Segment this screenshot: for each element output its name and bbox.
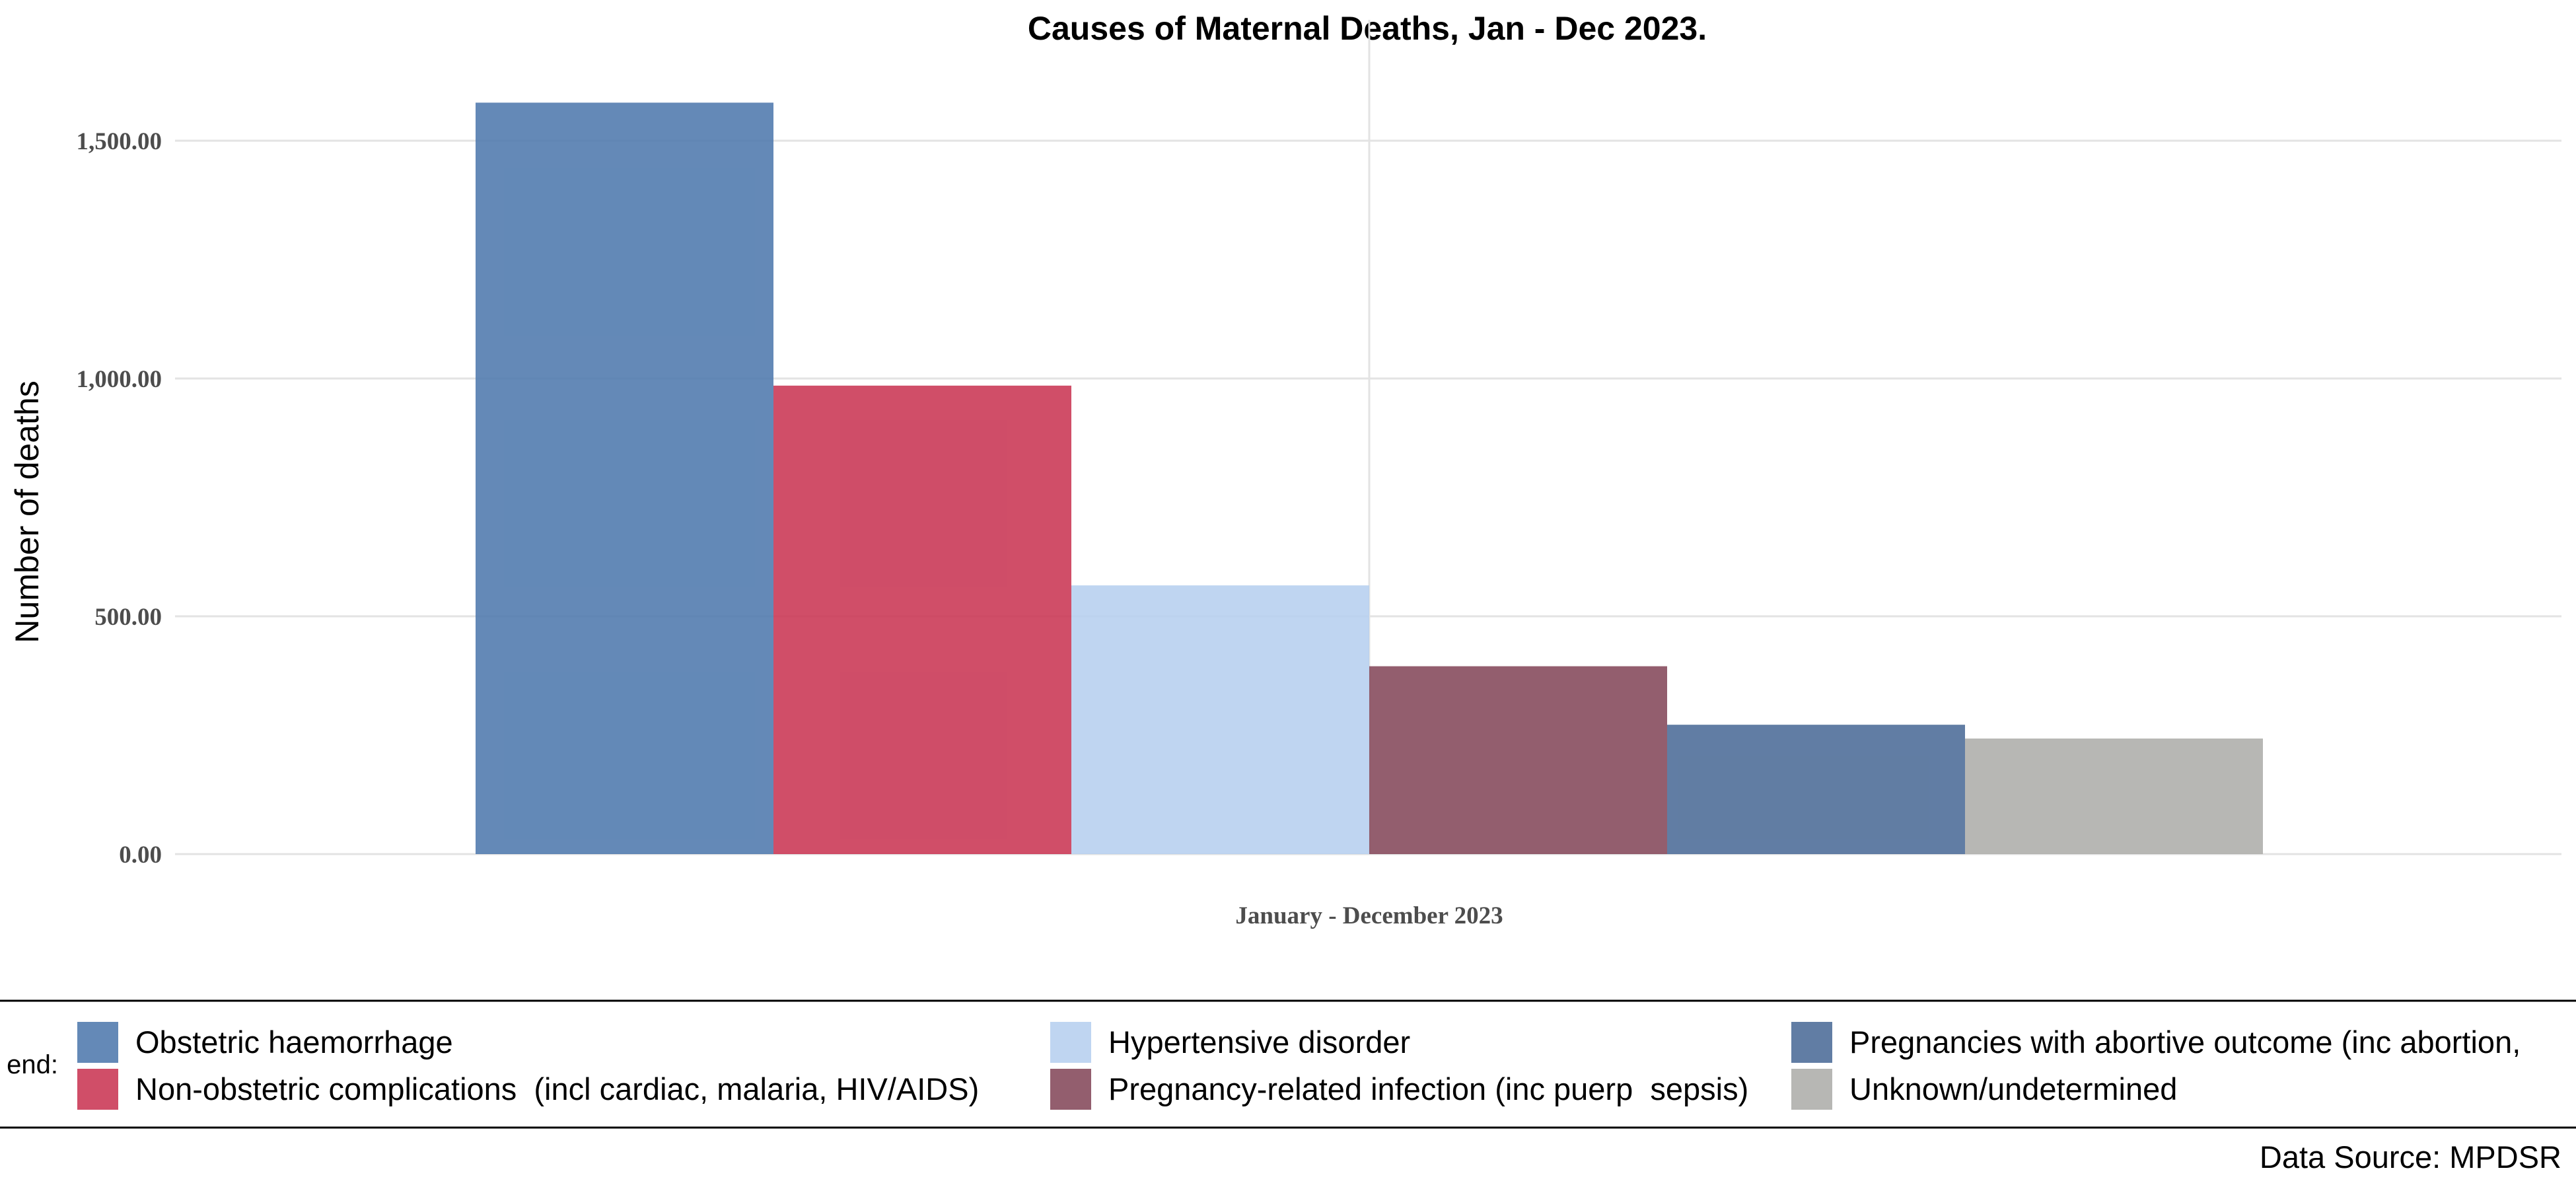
y-axis-ticks: 0.00 500.00 1,000.00 1,500.00 (77, 128, 162, 869)
bar-pregnancies-with-abortive-outcome-inc-abortion (1667, 725, 1965, 854)
legend: Obstetric haemorrhage Non-obstetric compl… (77, 1022, 2521, 1110)
legend-label: Pregnancies with abortive outcome (inc a… (1849, 1025, 2521, 1060)
bar-pregnancy-related-infection-inc-puerp-sepsis (1369, 666, 1667, 854)
legend-swatch (1791, 1069, 1832, 1110)
bar-non-obstetric-complications-incl-cardiac-malaria-hiv-aids (773, 385, 1071, 854)
y-tick-label: 500.00 (94, 604, 162, 631)
x-axis-ticks: January - December 2023 (1235, 902, 1503, 929)
legend-swatch (77, 1022, 118, 1063)
data-source-caption: Data Source: MPDSR (2260, 1139, 2561, 1174)
y-axis-title: Number of deaths (9, 380, 46, 643)
legend-label: Pregnancy-related infection (inc puerp s… (1108, 1071, 1748, 1106)
legend-lead-label: end: (7, 1050, 58, 1079)
legend-swatch (1050, 1022, 1091, 1063)
legend-label: Unknown/undetermined (1849, 1071, 2177, 1106)
legend-label: Non-obstetric complications (incl cardia… (135, 1071, 979, 1106)
legend-swatch (77, 1069, 118, 1110)
y-tick-label: 0.00 (119, 842, 162, 869)
y-tick-label: 1,000.00 (77, 366, 162, 393)
x-tick-label: January - December 2023 (1235, 902, 1503, 929)
bar-unknown-undetermined (1965, 739, 2263, 854)
legend-label: Obstetric haemorrhage (135, 1025, 453, 1060)
bar-obstetric-haemorrhage (476, 102, 773, 854)
legend-label: Hypertensive disorder (1108, 1025, 1410, 1060)
bar-hypertensive-disorder (1071, 585, 1369, 854)
y-tick-label: 1,500.00 (77, 128, 162, 155)
bars (476, 102, 2263, 854)
chart-title: Causes of Maternal Deaths, Jan - Dec 202… (1028, 10, 1707, 47)
legend-swatch (1791, 1022, 1832, 1063)
legend-swatch (1050, 1069, 1091, 1110)
